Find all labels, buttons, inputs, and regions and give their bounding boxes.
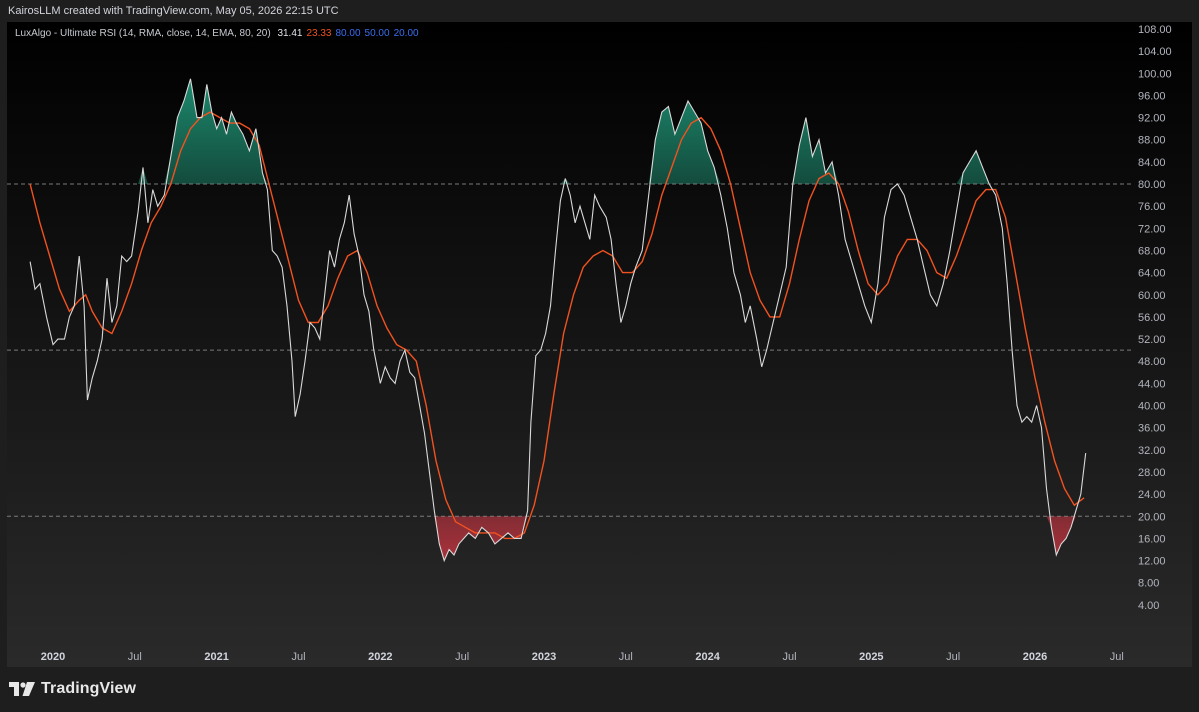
y-tick-label: 52.00 [1138,334,1166,346]
watermark-text: KairosLLM created with TradingView.com, … [8,5,339,17]
x-tick-label: 2022 [368,651,392,663]
legend-value: 20.00 [393,28,419,39]
tradingview-logo-text: TradingView [41,680,137,697]
legend-name: LuxAlgo - Ultimate RSI (14, RMA, close, … [15,28,271,39]
x-tick-label: Jul [619,651,633,663]
y-tick-label: 16.00 [1138,533,1166,545]
lines-layer [29,78,1087,563]
y-tick-label: 72.00 [1138,223,1166,235]
y-tick-label: 68.00 [1138,245,1166,257]
y-tick-label: 8.00 [1138,578,1159,590]
chart-pane[interactable]: 108.00 104.00 100.00 96.00 92.00 88.00 84.00 80… [7,22,1192,667]
x-tick-label: Jul [782,651,796,663]
levels-layer [7,183,1134,517]
y-tick-label: 32.00 [1138,445,1166,457]
rsi-line [29,78,1087,563]
indicator-legend[interactable]: LuxAlgo - Ultimate RSI (14, RMA, close, … [15,28,427,39]
x-tick-label: Jul [455,651,469,663]
fills-layer [30,78,1086,561]
y-tick-label: 44.00 [1138,378,1166,390]
y-tick-label: 48.00 [1138,356,1166,368]
x-tick-label: Jul [946,651,960,663]
legend-values: 31.41 23.33 80.00 50.00 20.00 [277,28,422,39]
y-tick-label: 12.00 [1138,556,1166,568]
y-tick-label: 92.00 [1138,113,1166,125]
y-tick-label: 84.00 [1138,157,1166,169]
tradingview-logo[interactable]: TradingView [9,679,136,699]
y-tick-label: 4.00 [1138,600,1159,612]
y-tick-label: 60.00 [1138,290,1166,302]
tradingview-logo-icon [9,682,35,696]
chart-svg: 108.00 104.00 100.00 96.00 92.00 88.00 84.00 80… [7,22,1192,667]
y-tick-label: 80.00 [1138,179,1166,191]
y-tick-label: 104.00 [1138,46,1172,58]
y-tick-label: 24.00 [1138,489,1166,501]
x-tick-label: 2023 [532,651,556,663]
x-tick-label: 2025 [859,651,883,663]
y-tick-label: 56.00 [1138,312,1166,324]
legend-value: 31.41 [277,28,303,39]
top-bar: KairosLLM created with TradingView.com, … [0,0,1199,22]
y-tick-label: 100.00 [1138,68,1172,80]
footer [0,667,1199,712]
y-tick-label: 64.00 [1138,268,1166,280]
y-tick-label: 76.00 [1138,201,1166,213]
overbought-area [30,78,1086,184]
y-axis: 108.00 104.00 100.00 96.00 92.00 88.00 84.00 80… [1138,24,1172,612]
y-tick-label: 40.00 [1138,401,1166,413]
y-tick-label: 28.00 [1138,467,1166,479]
legend-value: 23.33 [306,28,332,39]
y-tick-label: 88.00 [1138,135,1166,147]
x-tick-label: 2026 [1023,651,1047,663]
y-tick-label: 96.00 [1138,90,1166,102]
legend-value: 50.00 [364,28,390,39]
x-tick-label: Jul [1110,651,1124,663]
y-tick-label: 36.00 [1138,423,1166,435]
x-tick-label: 2024 [695,651,720,663]
x-tick-label: Jul [128,651,142,663]
x-axis: 2020 Jul 2021 Jul 2022 Jul 2023 Jul 2024 Jul 2025 J… [41,651,1124,663]
x-tick-label: Jul [291,651,305,663]
y-tick-label: 20.00 [1138,511,1166,523]
x-tick-label: 2020 [41,651,65,663]
x-tick-label: 2021 [204,651,228,663]
legend-value: 80.00 [335,28,361,39]
y-tick-label: 108.00 [1138,24,1172,36]
